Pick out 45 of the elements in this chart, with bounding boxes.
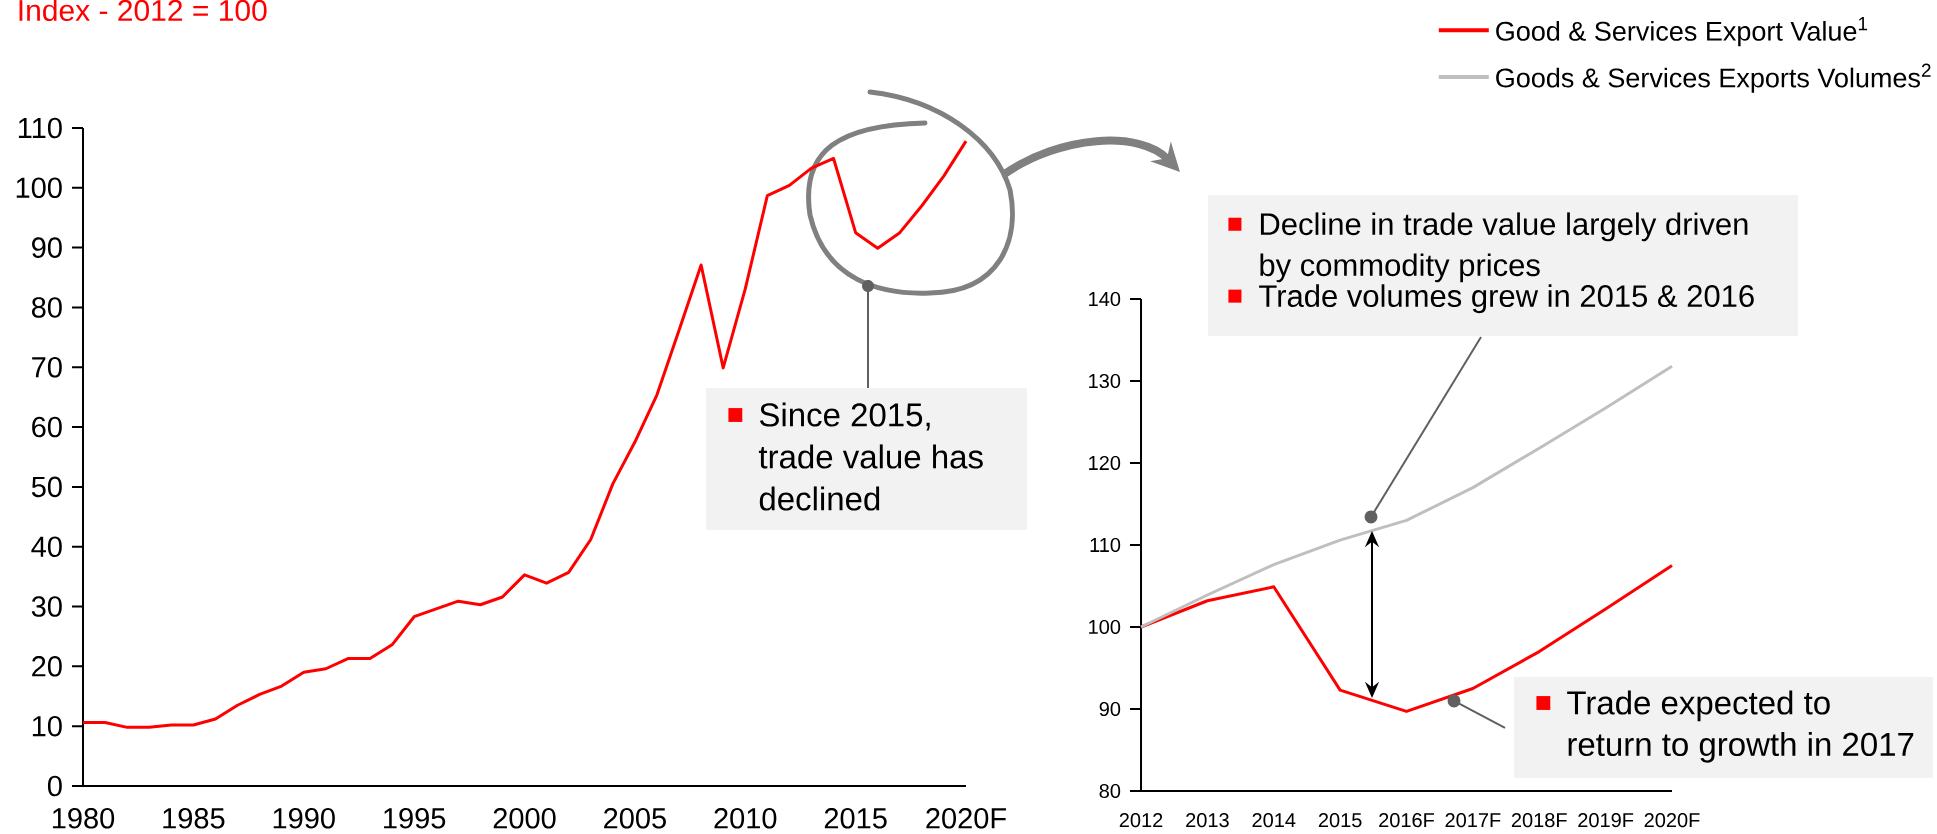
y-tick-label: 10 [32, 715, 62, 737]
y-tick-label: 60 [32, 416, 62, 438]
x-tick-label: 2013 [1186, 813, 1229, 828]
y-tick-label: 80 [1099, 783, 1121, 799]
x-tick-label: 2015 [824, 808, 887, 829]
annotation: Since 2015, trade value has declined [758, 402, 983, 511]
chart-title: Index - 2012 = 100 [19, 0, 267, 22]
annotation: Trade volumes grew in 2015 & 2016 [1259, 284, 1754, 314]
y-tick-label: 100 [1089, 619, 1121, 635]
legend-label: Good & Services Export Value$^{1}$ [1496, 17, 1868, 47]
x-tick-label: 2020F [926, 808, 1006, 829]
x-tick-label: 2017F [1445, 813, 1501, 828]
x-tick-label: 2012 [1119, 813, 1163, 828]
y-tick-label: 50 [31, 476, 62, 498]
x-tick-label: 1980 [52, 808, 115, 829]
text: Decline in trade value largely driven by commodity prices [1260, 212, 1748, 283]
y-tick-label: 90 [32, 237, 62, 258]
y-tick-label: 0 [47, 775, 62, 797]
x-tick-label: 2016F [1379, 813, 1435, 828]
y-tick-label: 130 [1089, 373, 1121, 389]
x-tick-label: 2010 [714, 808, 777, 829]
y-tick-label: 120 [1089, 455, 1121, 471]
x-tick-label: 2015 [1318, 813, 1362, 828]
x-tick-label: 2019F [1578, 813, 1634, 828]
line-series [1139, 364, 1674, 629]
y-tick-label: 40 [31, 536, 62, 557]
y-tick-label: 110 [18, 117, 62, 139]
x-tick-label: 2005 [604, 808, 666, 829]
x-tick-label: 2018F [1511, 813, 1567, 828]
annotation: Trade expected to return to growth in 2017 [1567, 690, 1914, 763]
x-tick-label: 1985 [163, 808, 225, 829]
legend-label: Goods & Services Exports Volumes$^{2}$ [1496, 63, 1931, 93]
y-tick-label: 70 [32, 356, 62, 378]
y-tick-label: 110 [1090, 537, 1121, 553]
y-tick-label: 20 [32, 656, 62, 677]
y-tick-label: 80 [31, 297, 62, 318]
x-tick-label: 2014 [1252, 813, 1296, 828]
x-tick-label: 2020F [1644, 813, 1700, 828]
x-tick-label: 1990 [273, 808, 335, 829]
x-tick-label: 1995 [384, 808, 446, 829]
y-tick-label: 30 [31, 596, 62, 617]
y-tick-label: 90 [1099, 701, 1121, 717]
x-tick-label: 2000 [493, 808, 556, 829]
y-tick-label: 100 [16, 177, 62, 199]
y-tick-label: 140 [1089, 291, 1121, 307]
